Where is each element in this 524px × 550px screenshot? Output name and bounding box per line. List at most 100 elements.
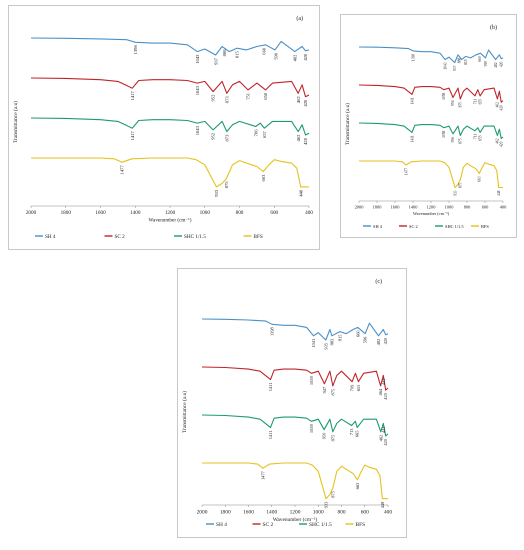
x-tick-label: 800 [337,509,345,515]
peak-label: 873 [224,96,229,104]
x-tick-label: 800 [236,210,244,216]
peak-label: 663 [355,482,360,489]
peak-label: 815 [235,50,240,58]
peak-label: 590 [274,52,279,60]
x-tick-label: 600 [482,204,489,209]
legend-label: SH 4 [216,522,227,528]
peak-label: 875 [459,183,463,189]
x-tick-label: 1000 [200,210,211,216]
peak-label: 663 [261,174,266,182]
peak-label: 883 [329,338,334,345]
peak-label: 655 [478,135,482,141]
peak-label: 1058 [442,130,446,137]
x-axis-label: Wavenumber (cm⁻¹) [413,211,450,216]
peak-label: 462 [296,96,301,104]
peak-label: 709 [350,384,355,391]
peak-label: 482 [376,339,381,346]
peak-label: 420 [303,53,308,61]
legend-label: BFS [356,522,366,528]
peak-label: 1417 [130,90,135,100]
peak-label: 933 [214,189,219,197]
peak-label: 655 [356,384,361,391]
peak-label: 706 [253,129,258,137]
panel-label: (c) [375,278,382,285]
peak-label: 420 [303,99,308,107]
chart-a-svg: (a) Transmittance (a.u) 2000 1800 1600 1400 12… [12,15,313,240]
chart-panel-c: (c) Transmittance (a.u) 2000 1800 1600 1400 12… [177,268,407,538]
x-tick-label: 600 [270,210,278,216]
peak-label: 888 [457,58,461,64]
peak-label: 875 [459,138,463,144]
x-tick-label: 1800 [373,204,383,209]
x-tick-label: 1200 [427,204,437,209]
peak-label: 596 [363,336,368,343]
x-tick-label: 2000 [26,210,37,216]
peak-label: 952 [211,132,216,140]
peak-label: 875 [459,102,463,108]
peak-label: 1477 [260,470,265,480]
x-tick-label: 1400 [409,204,419,209]
legend-label: SH 4 [45,234,56,240]
peak-label: 1398 [133,45,138,55]
peak-label: 1058 [309,423,314,433]
x-tick-label: 1800 [220,509,231,515]
x-tick-label: 1000 [313,509,324,515]
peak-label: 420 [499,61,503,67]
peak-label: 815 [464,59,468,65]
peak-label: 420 [383,438,388,445]
y-axis-label: Transmittance (a.u) [181,391,188,433]
peak-label: 875 [330,490,335,497]
series-line-sh4 [30,37,310,56]
peak-label: 420 [303,137,308,145]
x-tick-label: 400 [305,210,313,216]
series-line-sc2 [201,366,389,391]
legend-label: SC 2 [263,522,274,528]
peak-label: 1417 [130,130,135,140]
peak-label: 933 [453,190,457,196]
series-line-bfs [31,157,309,188]
peak-label: 420 [499,141,503,147]
x-tick-label: 600 [361,509,369,515]
peak-label: 947 [322,386,327,393]
x-tick-label: 800 [464,204,471,209]
x-axis-label: Wavenumber (cm⁻¹) [273,516,318,523]
peak-label: 950 [322,432,327,439]
peak-label: 420 [383,337,388,344]
peak-label: 935 [323,342,328,349]
peak-label: 1043 [443,62,447,69]
x-tick-label: 1600 [391,204,401,209]
peak-label: 1398 [270,326,275,336]
legend-label: SC 2 [115,234,126,240]
panel-label: (a) [296,15,303,22]
peak-label: 441 [381,426,386,433]
peak-label: 482 [494,62,498,68]
peak-label: 956 [451,100,455,106]
peak-label: 1411 [410,97,414,104]
x-axis-label: Wavenumber (cm⁻¹) [149,216,192,223]
x-tick-label: 1400 [130,210,141,216]
peak-label: 441 [381,378,386,385]
peak-label: 751 [246,92,251,100]
y-axis-label: Transmittance (a.u) [344,103,351,145]
series-line-sh4 [201,318,389,341]
peak-label: 933 [324,501,329,508]
legend-label: SHC 1/1.5 [309,522,332,528]
peak-label: 462 [296,134,301,142]
series-line-bfs [359,160,503,189]
x-tick-label: 1400 [266,509,277,515]
peak-label: 657 [262,130,267,138]
legend-label: SH 4 [373,224,383,229]
panel-label: (b) [490,24,497,31]
peak-label: 1041 [311,339,316,348]
peak-label: 888 [222,49,227,57]
legend-label: SHC 1/1.5 [445,224,464,229]
peak-label: 815 [337,334,342,341]
peak-label: 875 [224,181,229,189]
peak-label: 875 [330,388,335,395]
legend-label: BFS [254,234,263,240]
peak-label: 420 [499,105,503,111]
x-tick-label: 1200 [165,210,176,216]
chart-panel-b: (b) Transmittance (a.u) 2000 1800 1600 1400 12… [340,14,517,238]
peak-label: 590 [484,61,488,67]
series-line-sc2 [358,84,504,103]
